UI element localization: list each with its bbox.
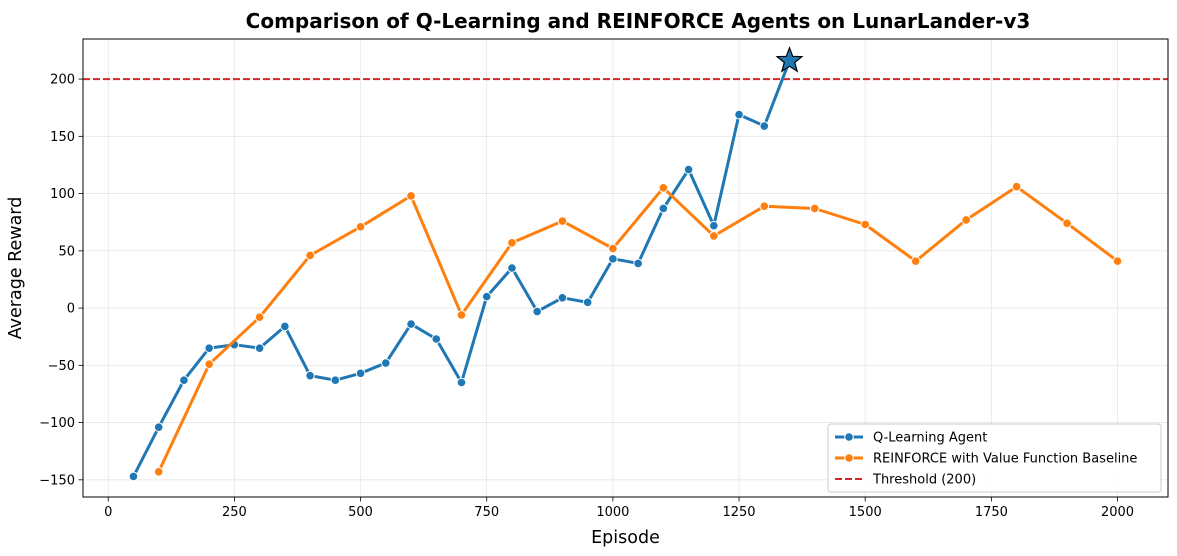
- series-line: [157, 185, 1119, 474]
- chart-title: Comparison of Q-Learning and REINFORCE A…: [246, 9, 1031, 33]
- data-point: [456, 310, 467, 320]
- data-point: [532, 306, 542, 317]
- y-tick-label: −100: [39, 416, 75, 431]
- data-point: [1112, 256, 1123, 266]
- x-axis-title: Episode: [591, 528, 660, 548]
- data-point: [1011, 181, 1022, 192]
- x-tick-label: 1750: [975, 505, 1008, 520]
- data-point: [582, 297, 593, 308]
- y-tick-label: −150: [39, 473, 75, 488]
- data-point: [961, 215, 971, 225]
- legend-box: [827, 423, 1162, 493]
- data-point: [254, 312, 265, 323]
- x-tick-label: 2000: [1101, 505, 1134, 520]
- data-point: [633, 258, 643, 269]
- data-point: [128, 471, 139, 482]
- y-tick-label: 150: [50, 130, 75, 145]
- data-point: [1062, 218, 1072, 229]
- star-marker: [775, 46, 804, 73]
- plot-frame: [82, 38, 1169, 498]
- y-axis-title: Average Reward: [6, 197, 26, 340]
- data-point: [759, 121, 770, 131]
- legend-swatch-marker: [844, 432, 854, 442]
- data-point: [658, 183, 669, 193]
- data-point: [406, 191, 416, 201]
- legend: Q-Learning Agent REINFORCE with Value Fun…: [827, 423, 1162, 493]
- data-point: [380, 358, 391, 368]
- legend-label: Threshold (200): [872, 473, 976, 488]
- data-point: [557, 216, 568, 226]
- y-tick-label: 0: [67, 302, 75, 317]
- series-layer: [128, 46, 1123, 482]
- data-point: [305, 250, 315, 261]
- data-point: [204, 359, 214, 369]
- data-point: [153, 467, 164, 477]
- data-point: [734, 109, 744, 120]
- data-point: [860, 219, 871, 230]
- series-reinforce: [153, 181, 1123, 477]
- data-point: [431, 334, 442, 344]
- legend-label: Q-Learning Agent: [873, 431, 987, 446]
- data-point: [153, 422, 164, 432]
- data-point: [557, 292, 568, 303]
- data-point: [280, 321, 290, 332]
- data-point: [355, 368, 366, 379]
- data-point: [658, 203, 669, 214]
- x-tick-label: 250: [222, 505, 247, 520]
- data-point: [330, 375, 341, 386]
- ticks: 0 250 500 750 1000 1250 1500 1750 2000−150−100−5…: [39, 73, 1134, 520]
- data-point: [406, 319, 416, 329]
- data-point: [683, 164, 694, 175]
- data-point: [179, 375, 189, 386]
- y-tick-label: 50: [58, 244, 75, 259]
- data-point: [709, 231, 719, 241]
- data-point: [759, 201, 770, 211]
- x-tick-label: 1500: [849, 505, 882, 520]
- legend-swatch-marker: [844, 453, 854, 463]
- x-tick-label: 1250: [722, 505, 755, 520]
- x-tick-label: 0: [104, 505, 112, 520]
- x-tick-label: 1000: [596, 505, 629, 520]
- data-point: [608, 254, 618, 264]
- data-point: [507, 263, 517, 273]
- legend-label: REINFORCE with Value Function Baseline: [873, 452, 1137, 467]
- data-point: [910, 256, 921, 266]
- y-tick-label: 100: [50, 187, 75, 202]
- data-point: [481, 291, 492, 302]
- data-point: [456, 377, 467, 388]
- data-point: [305, 370, 315, 381]
- y-tick-label: −50: [48, 359, 75, 374]
- data-point: [608, 243, 618, 254]
- data-point: [709, 220, 719, 231]
- data-point: [254, 343, 265, 353]
- data-point: [355, 221, 366, 232]
- x-tick-label: 750: [474, 505, 499, 520]
- data-point: [204, 343, 214, 353]
- data-point: [809, 203, 820, 214]
- series-q-learning: [128, 55, 795, 482]
- x-tick-label: 500: [348, 505, 373, 520]
- data-point: [507, 238, 517, 248]
- y-tick-label: 200: [50, 73, 75, 88]
